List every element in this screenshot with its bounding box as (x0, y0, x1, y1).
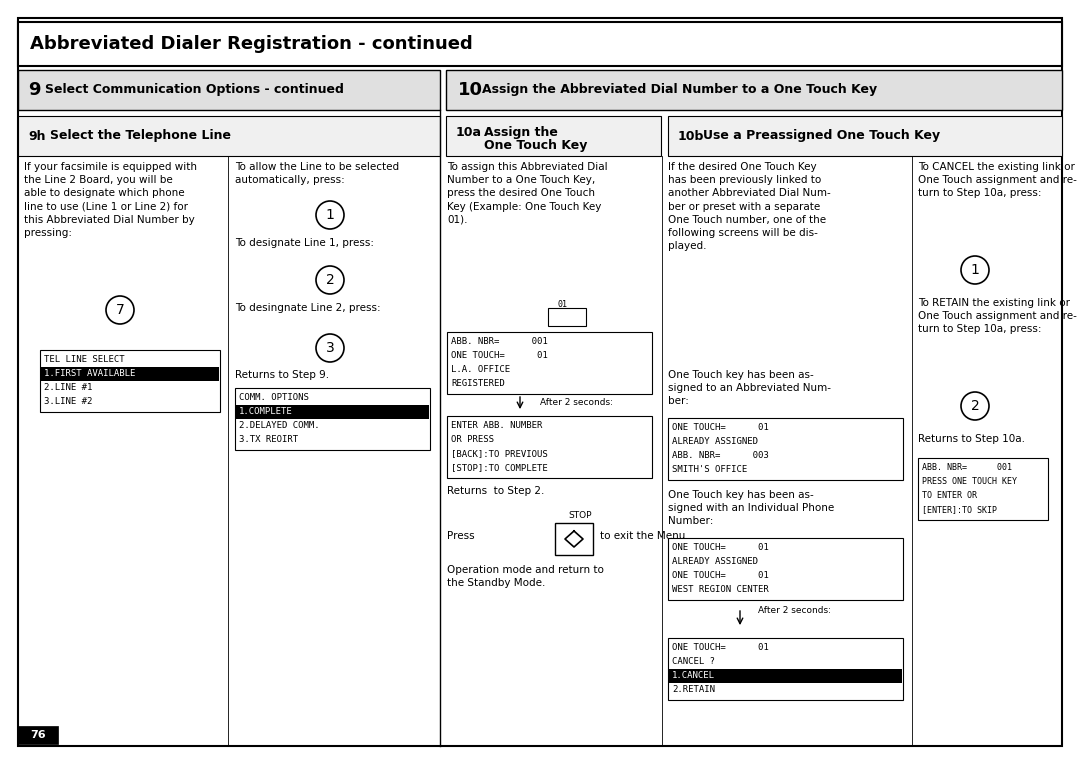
Text: If the desired One Touch Key
has been previously linked to
another Abbreviated D: If the desired One Touch Key has been pr… (669, 162, 831, 251)
Text: 3: 3 (326, 341, 335, 355)
FancyBboxPatch shape (41, 367, 219, 381)
Text: ALREADY ASSIGNED: ALREADY ASSIGNED (672, 437, 758, 446)
Text: To assign this Abbreviated Dial
Number to a One Touch Key,
press the desired One: To assign this Abbreviated Dial Number t… (447, 162, 608, 225)
FancyBboxPatch shape (447, 416, 652, 478)
Text: Select the Telephone Line: Select the Telephone Line (50, 130, 231, 143)
Text: WEST REGION CENTER: WEST REGION CENTER (672, 585, 769, 594)
FancyBboxPatch shape (669, 669, 902, 683)
Text: ABB. NBR=      001: ABB. NBR= 001 (922, 463, 1012, 472)
FancyBboxPatch shape (18, 116, 440, 156)
Text: One Touch Key: One Touch Key (484, 139, 588, 152)
FancyBboxPatch shape (669, 638, 903, 700)
FancyBboxPatch shape (669, 116, 1062, 156)
Text: OR PRESS: OR PRESS (451, 436, 494, 445)
Circle shape (106, 296, 134, 324)
Text: COMM. OPTIONS: COMM. OPTIONS (239, 394, 309, 403)
Text: ALREADY ASSIGNED: ALREADY ASSIGNED (672, 558, 758, 566)
Text: Returns to Step 10a.: Returns to Step 10a. (918, 434, 1025, 444)
Text: 9: 9 (28, 81, 41, 99)
Text: To allow the Line to be selected
automatically, press:: To allow the Line to be selected automat… (235, 162, 400, 185)
Text: Assign the: Assign the (484, 126, 558, 139)
Text: 76: 76 (30, 730, 45, 740)
Text: To desingnate Line 2, press:: To desingnate Line 2, press: (235, 303, 380, 313)
Text: ENTER ABB. NUMBER: ENTER ABB. NUMBER (451, 421, 542, 430)
FancyBboxPatch shape (18, 22, 1062, 66)
Text: 7: 7 (116, 303, 124, 317)
Circle shape (316, 266, 345, 294)
Text: ABB. NBR=      003: ABB. NBR= 003 (672, 452, 769, 461)
Text: After 2 seconds:: After 2 seconds: (540, 398, 613, 407)
Text: 01: 01 (558, 300, 568, 309)
Text: Assign the Abbreviated Dial Number to a One Touch Key: Assign the Abbreviated Dial Number to a … (482, 83, 877, 96)
Text: After 2 seconds:: After 2 seconds: (758, 606, 831, 615)
Text: Press: Press (447, 531, 474, 541)
FancyBboxPatch shape (548, 308, 586, 326)
Text: [STOP]:TO COMPLETE: [STOP]:TO COMPLETE (451, 463, 548, 472)
Text: ONE TOUCH=      01: ONE TOUCH= 01 (672, 543, 769, 552)
Circle shape (316, 201, 345, 229)
FancyBboxPatch shape (669, 538, 903, 600)
Text: 1.COMPLETE: 1.COMPLETE (239, 407, 293, 417)
Text: Abbreviated Dialer Registration - continued: Abbreviated Dialer Registration - contin… (30, 35, 473, 53)
Text: ONE TOUCH=      01: ONE TOUCH= 01 (672, 423, 769, 433)
Text: 3.LINE #2: 3.LINE #2 (44, 398, 93, 407)
Text: 2.RETAIN: 2.RETAIN (672, 685, 715, 694)
Text: If your facsimile is equipped with
the Line 2 Board, you will be
able to designa: If your facsimile is equipped with the L… (24, 162, 197, 238)
FancyBboxPatch shape (18, 726, 58, 744)
Text: Select Communication Options - continued: Select Communication Options - continued (45, 83, 343, 96)
Text: to exit the Menu: to exit the Menu (600, 531, 686, 541)
Text: ONE TOUCH=      01: ONE TOUCH= 01 (672, 643, 769, 652)
Text: ONE TOUCH=      01: ONE TOUCH= 01 (672, 571, 769, 581)
Text: To designate Line 1, press:: To designate Line 1, press: (235, 238, 374, 248)
Text: CANCEL ?: CANCEL ? (672, 658, 715, 667)
Text: TEL LINE SELECT: TEL LINE SELECT (44, 356, 124, 365)
Text: ONE TOUCH=      01: ONE TOUCH= 01 (451, 352, 548, 360)
FancyBboxPatch shape (18, 70, 440, 110)
Text: [ENTER]:TO SKIP: [ENTER]:TO SKIP (922, 506, 997, 514)
Text: 10b: 10b (678, 130, 704, 143)
Text: Returns to Step 9.: Returns to Step 9. (235, 370, 329, 380)
Text: ABB. NBR=      001: ABB. NBR= 001 (451, 337, 548, 346)
Text: One Touch key has been as-
signed with an Individual Phone
Number:: One Touch key has been as- signed with a… (669, 490, 834, 526)
Text: PRESS ONE TOUCH KEY: PRESS ONE TOUCH KEY (922, 478, 1017, 487)
Text: 1.FIRST AVAILABLE: 1.FIRST AVAILABLE (44, 369, 135, 378)
FancyBboxPatch shape (447, 332, 652, 394)
Text: TO ENTER OR: TO ENTER OR (922, 491, 977, 501)
Text: 1.CANCEL: 1.CANCEL (672, 671, 715, 681)
FancyBboxPatch shape (446, 116, 661, 156)
Text: 9h: 9h (28, 130, 45, 143)
FancyBboxPatch shape (235, 388, 430, 450)
FancyBboxPatch shape (18, 18, 1062, 746)
Text: L.A. OFFICE: L.A. OFFICE (451, 365, 510, 375)
FancyBboxPatch shape (555, 523, 593, 555)
Text: [BACK]:TO PREVIOUS: [BACK]:TO PREVIOUS (451, 449, 548, 459)
Text: To RETAIN the existing link or
One Touch assignment and re-
turn to Step 10a, pr: To RETAIN the existing link or One Touch… (918, 298, 1077, 334)
Text: 1: 1 (971, 263, 980, 277)
Text: 1: 1 (325, 208, 335, 222)
Text: 2.LINE #1: 2.LINE #1 (44, 384, 93, 392)
Text: REGISTERED: REGISTERED (451, 379, 504, 388)
Text: 10: 10 (458, 81, 483, 99)
FancyBboxPatch shape (237, 405, 429, 419)
FancyBboxPatch shape (40, 350, 220, 412)
FancyBboxPatch shape (669, 418, 903, 480)
Text: STOP: STOP (568, 511, 592, 520)
Text: 3.TX REOIRT: 3.TX REOIRT (239, 436, 298, 445)
Text: 10a: 10a (456, 126, 482, 139)
Text: One Touch key has been as-
signed to an Abbreviated Num-
ber:: One Touch key has been as- signed to an … (669, 370, 831, 407)
Text: Returns  to Step 2.: Returns to Step 2. (447, 486, 544, 496)
Text: 2: 2 (326, 273, 335, 287)
FancyBboxPatch shape (446, 70, 1062, 110)
Text: Operation mode and return to
the Standby Mode.: Operation mode and return to the Standby… (447, 565, 604, 588)
Circle shape (961, 392, 989, 420)
Circle shape (961, 256, 989, 284)
Text: SMITH'S OFFICE: SMITH'S OFFICE (672, 465, 747, 475)
Circle shape (316, 334, 345, 362)
Text: 2: 2 (971, 399, 980, 413)
Text: 2.DELAYED COMM.: 2.DELAYED COMM. (239, 421, 320, 430)
Text: Use a Preassigned One Touch Key: Use a Preassigned One Touch Key (703, 130, 940, 143)
Text: To CANCEL the existing link or
One Touch assignment and re-
turn to Step 10a, pr: To CANCEL the existing link or One Touch… (918, 162, 1077, 198)
FancyBboxPatch shape (918, 458, 1048, 520)
